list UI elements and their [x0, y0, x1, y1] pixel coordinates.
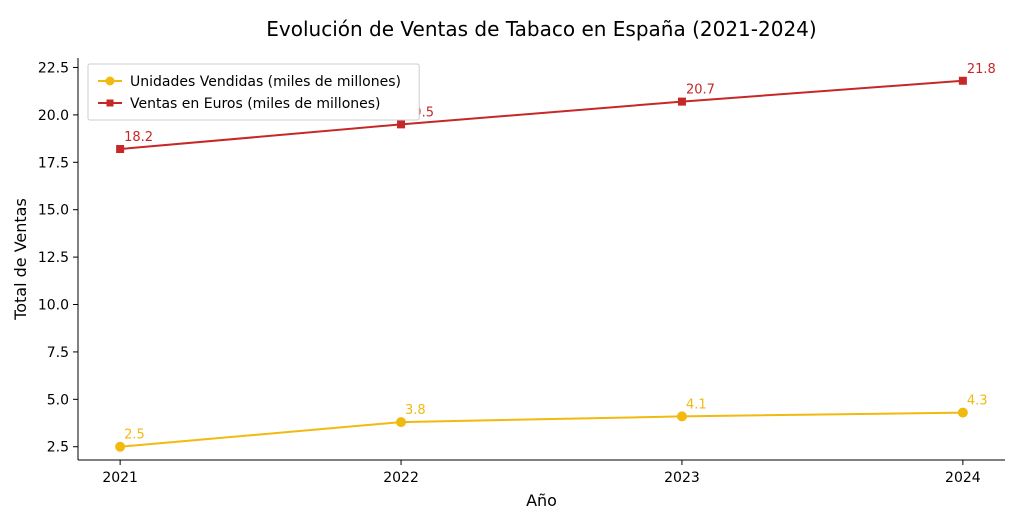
data-point-label: 18.2 [124, 130, 153, 145]
y-tick-label: 20.0 [38, 108, 69, 124]
data-point-label: 3.8 [405, 403, 426, 418]
data-point-marker [678, 98, 685, 105]
x-axis-label: Año [526, 491, 557, 510]
x-tick-label: 2023 [664, 470, 700, 486]
x-tick-label: 2021 [102, 470, 138, 486]
y-tick-label: 17.5 [38, 155, 69, 171]
y-tick-label: 7.5 [47, 345, 69, 361]
x-tick-label: 2022 [383, 470, 419, 486]
data-point-marker [958, 408, 967, 417]
series-line [120, 413, 963, 447]
chart-title: Evolución de Ventas de Tabaco en España … [266, 17, 816, 41]
x-tick-label: 2024 [945, 470, 981, 486]
y-tick-label: 12.5 [38, 250, 69, 266]
data-point-marker [117, 146, 124, 153]
legend-label: Ventas en Euros (miles de millones) [130, 96, 381, 112]
legend-marker [106, 77, 115, 86]
data-point-marker [677, 412, 686, 421]
data-point-label: 20.7 [686, 83, 715, 98]
data-point-label: 21.8 [967, 62, 996, 77]
data-point-marker [397, 418, 406, 427]
legend-label: Unidades Vendidas (miles de millones) [130, 74, 401, 90]
y-tick-label: 22.5 [38, 60, 69, 76]
chart-container: 2.5 5.0 7.5 10.0 12.5 15.0 17.5 20.0 22.5 2021 202… [0, 0, 1030, 515]
data-point-marker [398, 121, 405, 128]
y-axis-label: Total de Ventas [11, 198, 30, 321]
chart-svg: 2.5 5.0 7.5 10.0 12.5 15.0 17.5 20.0 22.5 2021 202… [0, 0, 1030, 515]
y-tick-label: 5.0 [47, 392, 69, 408]
data-point-marker [959, 77, 966, 84]
y-tick-label: 2.5 [47, 440, 69, 456]
y-tick-label: 15.0 [38, 203, 69, 219]
legend-marker [107, 100, 114, 107]
data-point-marker [116, 442, 125, 451]
data-point-label: 4.3 [967, 394, 988, 409]
data-point-label: 2.5 [124, 428, 145, 443]
data-point-label: 4.1 [686, 397, 707, 412]
y-tick-label: 10.0 [38, 298, 69, 314]
